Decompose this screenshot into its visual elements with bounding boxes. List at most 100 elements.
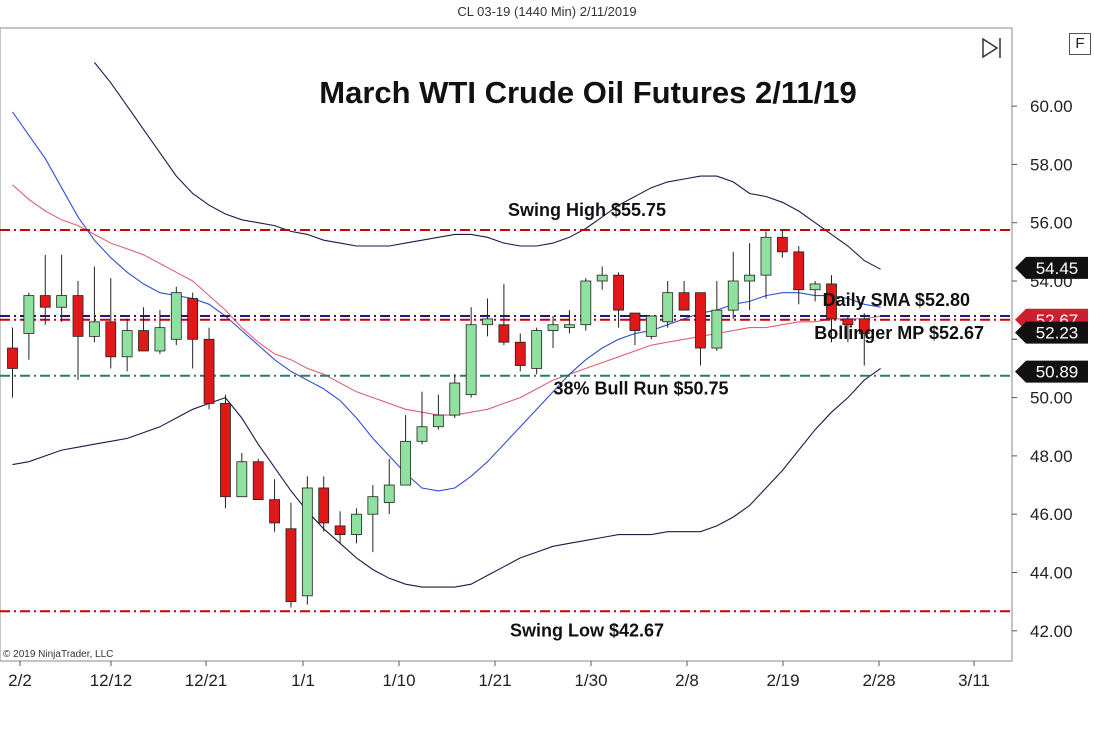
candle-body [465, 324, 477, 396]
candle[interactable] [760, 231, 772, 299]
level-label-2: 38% Bull Run $50.75 [553, 379, 728, 399]
candle[interactable] [564, 310, 575, 334]
candle[interactable] [711, 281, 723, 351]
candle-body [121, 330, 133, 358]
price-marker-54.45: 54.45 [1015, 256, 1088, 279]
candle[interactable] [269, 479, 280, 532]
candle-body [482, 318, 493, 326]
candle[interactable] [301, 476, 313, 605]
price-marker-50.89: 50.89 [1015, 360, 1088, 383]
candle-body [760, 236, 772, 276]
candle[interactable] [56, 254, 68, 322]
price-marker-tag [1015, 256, 1088, 279]
y-tick-label: 48.00 [1030, 447, 1073, 466]
candle[interactable] [121, 318, 133, 372]
candle[interactable] [39, 254, 51, 325]
candle[interactable] [105, 278, 117, 369]
candle[interactable] [498, 283, 510, 346]
candle[interactable] [678, 281, 690, 311]
candle[interactable] [285, 502, 297, 608]
candle-body [596, 274, 608, 282]
candle[interactable] [138, 307, 149, 352]
candle-body [138, 330, 149, 352]
candle-body [170, 292, 182, 340]
copyright-text: © 2019 NinjaTrader, LLC [3, 649, 114, 660]
candle[interactable] [793, 246, 805, 305]
candle-body [564, 324, 575, 329]
f-button[interactable]: F [1069, 33, 1091, 55]
candle[interactable] [203, 327, 215, 410]
candle-body [547, 324, 559, 331]
candle-body [187, 298, 199, 340]
candle[interactable] [72, 281, 84, 381]
candle-body [252, 461, 264, 501]
candle-body [56, 295, 68, 308]
play-icon[interactable] [982, 37, 1001, 59]
candle[interactable] [432, 394, 444, 430]
candle[interactable] [826, 275, 837, 343]
candle[interactable] [367, 485, 379, 553]
candle[interactable] [252, 458, 264, 501]
y-tick-label: 50.00 [1030, 389, 1073, 408]
candle[interactable] [596, 266, 608, 290]
candle[interactable] [531, 327, 543, 375]
candle[interactable] [727, 251, 739, 319]
candle-body [105, 321, 117, 358]
candle[interactable] [170, 286, 182, 346]
candle-body [416, 426, 428, 442]
candle-body [432, 414, 444, 428]
upper-bollinger-band [93, 62, 881, 270]
candle[interactable] [400, 415, 412, 486]
candle-body [269, 499, 280, 524]
candle[interactable] [547, 315, 559, 349]
candle-body [154, 327, 166, 352]
candle-body [89, 321, 100, 337]
candle[interactable] [482, 298, 493, 337]
candle[interactable] [89, 266, 100, 343]
candle[interactable] [154, 310, 166, 354]
candle[interactable] [334, 511, 346, 544]
candle-body [842, 318, 854, 326]
candle[interactable] [465, 307, 477, 398]
candle[interactable] [318, 476, 330, 532]
candle[interactable] [449, 374, 461, 419]
candle[interactable] [220, 394, 231, 509]
candle[interactable] [7, 327, 18, 398]
level-label-4: Bollinger MP $52.67 [814, 323, 984, 343]
x-tick-label: 2/19 [766, 671, 799, 690]
candle[interactable] [858, 313, 870, 366]
y-tick-label: 46.00 [1030, 505, 1073, 524]
price-marker-label: 54.45 [1036, 259, 1079, 278]
candle[interactable] [695, 292, 706, 366]
candle-body [744, 274, 755, 282]
y-tick-label: 42.00 [1030, 622, 1073, 641]
candle[interactable] [580, 278, 592, 331]
candle[interactable] [514, 333, 526, 372]
candle-body [793, 251, 805, 291]
candle[interactable] [187, 292, 199, 369]
candle[interactable] [629, 312, 641, 346]
candle[interactable] [662, 281, 674, 328]
candle[interactable] [809, 281, 821, 302]
candle[interactable] [23, 292, 35, 360]
candle-body [39, 295, 51, 308]
candle[interactable] [416, 391, 428, 445]
y-tick-label: 60.00 [1030, 97, 1073, 116]
candle-body [236, 461, 248, 498]
candle[interactable] [351, 508, 362, 544]
candle[interactable] [842, 315, 854, 343]
candle[interactable] [744, 243, 755, 311]
candle-body [695, 292, 706, 349]
candle[interactable] [613, 272, 624, 328]
candle-body [531, 330, 543, 369]
candle[interactable] [236, 452, 248, 498]
x-tick-label: 2/2 [8, 671, 32, 690]
middle-bollinger-band [12, 184, 881, 416]
price-marker-tag [1015, 360, 1088, 383]
candle[interactable] [776, 229, 788, 258]
candle-body [72, 295, 84, 337]
x-tick-label: 1/30 [574, 671, 607, 690]
candle[interactable] [383, 458, 395, 515]
candle[interactable] [645, 315, 657, 340]
